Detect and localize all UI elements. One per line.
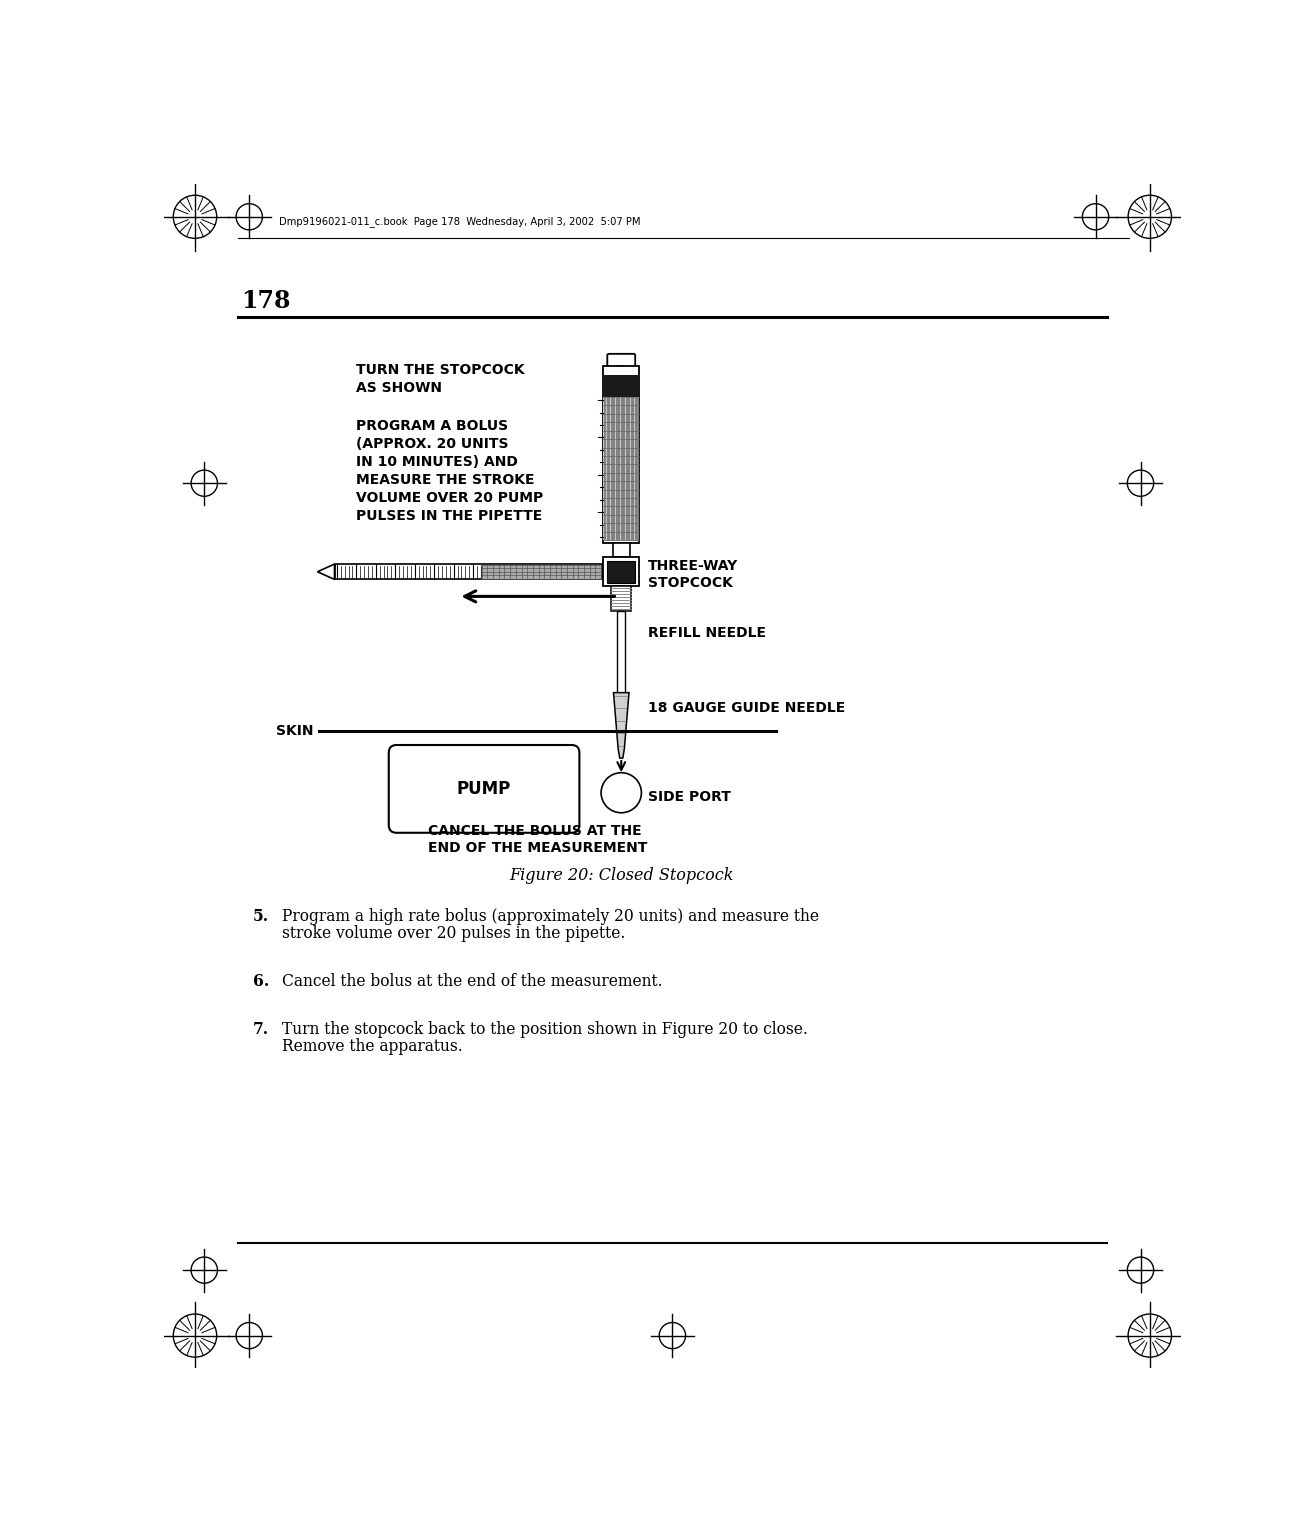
Text: CANCEL THE BOLUS AT THE
END OF THE MEASUREMENT: CANCEL THE BOLUS AT THE END OF THE MEASU…	[428, 824, 647, 856]
Text: 18 GAUGE GUIDE NEEDLE: 18 GAUGE GUIDE NEEDLE	[648, 701, 846, 715]
FancyBboxPatch shape	[388, 745, 580, 833]
Bar	[607, 561, 635, 583]
Text: PUMP: PUMP	[457, 779, 512, 798]
Text: 178: 178	[241, 289, 291, 314]
Bar	[618, 612, 625, 693]
Bar	[604, 375, 639, 397]
Text: 7.: 7.	[253, 1021, 269, 1037]
Text: SKIN: SKIN	[276, 724, 314, 738]
Text: SIDE PORT: SIDE PORT	[648, 790, 731, 804]
Text: PROGRAM A BOLUS
(APPROX. 20 UNITS
IN 10 MINUTES) AND
MEASURE THE STROKE
VOLUME O: PROGRAM A BOLUS (APPROX. 20 UNITS IN 10 …	[356, 420, 543, 523]
Text: Cancel the bolus at the end of the measurement.: Cancel the bolus at the end of the measu…	[282, 973, 663, 990]
Bar	[613, 543, 630, 556]
Text: 5.: 5.	[253, 908, 269, 925]
Polygon shape	[614, 693, 628, 758]
Text: Turn the stopcock back to the position shown in Figure 20 to close.: Turn the stopcock back to the position s…	[282, 1021, 808, 1037]
Text: Program a high rate bolus (approximately 20 units) and measure the: Program a high rate bolus (approximately…	[282, 908, 819, 925]
Bar	[604, 556, 639, 587]
Bar	[604, 366, 639, 543]
Text: TURN THE STOPCOCK
AS SHOWN: TURN THE STOPCOCK AS SHOWN	[356, 363, 525, 395]
Bar	[335, 564, 602, 579]
Bar	[611, 587, 631, 612]
Bar	[618, 366, 625, 404]
Text: REFILL NEEDLE: REFILL NEEDLE	[648, 626, 766, 639]
Text: Dmp9196021-011_c.book  Page 178  Wednesday, April 3, 2002  5:07 PM: Dmp9196021-011_c.book Page 178 Wednesday…	[278, 215, 640, 227]
Text: 6.: 6.	[253, 973, 269, 990]
Text: Figure 20: Closed Stopcock: Figure 20: Closed Stopcock	[509, 867, 733, 884]
Text: Remove the apparatus.: Remove the apparatus.	[282, 1037, 463, 1054]
Bar	[604, 397, 639, 539]
Polygon shape	[318, 564, 335, 579]
Text: stroke volume over 20 pulses in the pipette.: stroke volume over 20 pulses in the pipe…	[282, 925, 626, 942]
FancyBboxPatch shape	[607, 354, 635, 367]
Text: THREE-WAY
STOPCOCK: THREE-WAY STOPCOCK	[648, 558, 739, 590]
Bar	[482, 564, 601, 578]
